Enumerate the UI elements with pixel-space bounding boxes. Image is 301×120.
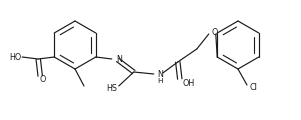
Text: O: O (212, 27, 218, 36)
Text: O: O (39, 75, 45, 84)
Text: N: N (116, 54, 122, 63)
Text: HO: HO (9, 53, 21, 61)
Text: Cl: Cl (250, 83, 258, 91)
Text: HS: HS (106, 84, 117, 93)
Text: OH: OH (183, 78, 195, 87)
Text: H: H (157, 78, 162, 84)
Text: N: N (157, 69, 163, 78)
